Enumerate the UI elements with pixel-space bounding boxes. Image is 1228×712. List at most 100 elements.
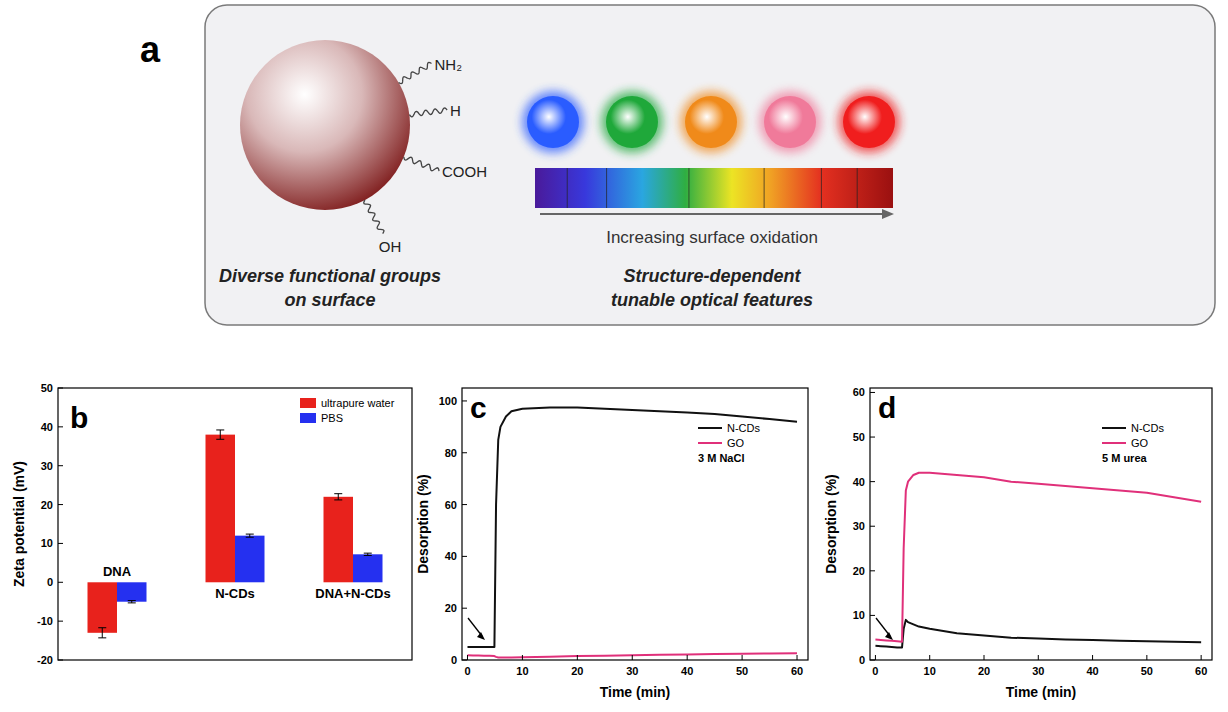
plot-frame <box>58 388 412 660</box>
y-tick <box>870 615 875 616</box>
legend-label: PBS <box>321 412 343 424</box>
y-tick-label: 30 <box>853 520 865 532</box>
legend-swatch <box>1102 442 1126 444</box>
legend-label: GO <box>727 437 745 449</box>
x-tick <box>467 655 468 660</box>
plot-frame <box>870 388 1212 660</box>
x-tick-label: 40 <box>681 665 693 677</box>
x-tick <box>632 655 633 660</box>
bar <box>235 536 265 583</box>
y-tick <box>870 526 875 527</box>
x-tick <box>687 655 688 660</box>
glow-dot <box>843 96 895 148</box>
y-tick-label: 30 <box>41 460 53 472</box>
panel-box <box>205 5 1215 325</box>
y-tick-label: 50 <box>853 431 865 443</box>
y-axis-title: Zeta potential (mV) <box>11 461 27 587</box>
bar <box>206 435 236 583</box>
error-bar <box>98 628 106 638</box>
x-tick-label: 20 <box>571 665 583 677</box>
x-tick-label: 50 <box>1141 665 1153 677</box>
group-label: H <box>450 102 461 119</box>
y-tick <box>870 481 875 482</box>
carbon-dot <box>240 40 410 210</box>
legend-label: N-CDs <box>1131 422 1164 434</box>
y-tick-label: 20 <box>445 602 457 614</box>
x-tick-label: 60 <box>1195 665 1207 677</box>
y-tick <box>58 543 63 544</box>
x-tick <box>797 655 798 660</box>
plot-area <box>875 473 1201 648</box>
y-tick <box>58 582 63 583</box>
glow-halo <box>759 91 821 153</box>
x-tick <box>1146 655 1147 660</box>
legend-swatch <box>698 442 722 444</box>
x-tick-label: 40 <box>1086 665 1098 677</box>
x-tick-label: 30 <box>1032 665 1044 677</box>
x-tick-label: 10 <box>516 665 528 677</box>
category-label: DNA <box>103 564 132 579</box>
x-tick-label: 0 <box>464 665 470 677</box>
y-tick <box>462 608 467 609</box>
x-tick <box>577 655 578 660</box>
y-tick-label: 40 <box>853 476 865 488</box>
spectrum-divider <box>821 168 822 208</box>
caption: on surface <box>284 290 375 310</box>
x-tick <box>742 655 743 660</box>
y-axis-title: Desorption (%) <box>823 474 839 574</box>
wavy-link <box>399 62 432 83</box>
x-tick-label: 60 <box>791 665 803 677</box>
y-tick <box>58 465 63 466</box>
y-tick-label: 0 <box>451 654 457 666</box>
spectrum-divider <box>857 168 858 208</box>
annotation: 5 M urea <box>1102 452 1148 464</box>
y-tick-label: 100 <box>439 395 457 407</box>
arrow-head <box>885 632 893 640</box>
y-tick-label: 20 <box>853 565 865 577</box>
wavy-link <box>364 200 384 234</box>
panel-letter: a <box>140 29 161 70</box>
legend-swatch <box>300 398 316 408</box>
y-tick <box>58 660 63 661</box>
glow-halo <box>680 91 742 153</box>
glow-dot <box>764 96 816 148</box>
error-bar <box>128 601 136 603</box>
x-tick <box>929 655 930 660</box>
spectrum-divider <box>688 168 689 208</box>
series-line <box>467 407 797 647</box>
y-tick <box>462 660 467 661</box>
panel-letter: d <box>878 391 896 424</box>
x-tick-label: 0 <box>872 665 878 677</box>
x-tick <box>522 655 523 660</box>
y-tick-label: 60 <box>445 499 457 511</box>
error-bar <box>334 494 342 500</box>
glow-halo <box>838 91 900 153</box>
bar <box>117 582 147 601</box>
y-tick-label: -20 <box>37 654 53 666</box>
y-tick-label: 20 <box>41 499 53 511</box>
legend-label: GO <box>1131 437 1149 449</box>
y-tick-label: 40 <box>445 550 457 562</box>
glow-halo <box>601 91 663 153</box>
y-tick <box>870 570 875 571</box>
figure: aNH₂HCOOHOHIncreasing surface oxidationD… <box>0 0 1228 712</box>
spectrum-divider <box>764 168 765 208</box>
panel-letter: b <box>70 401 88 434</box>
pointer-arrow <box>876 618 890 636</box>
y-tick <box>462 556 467 557</box>
bar <box>88 582 118 633</box>
plot-area <box>88 430 383 638</box>
y-tick <box>462 504 467 505</box>
y-tick-label: 10 <box>41 537 53 549</box>
legend-swatch <box>300 413 316 423</box>
series-line <box>875 620 1201 648</box>
bar <box>353 554 383 582</box>
scale-label: Increasing surface oxidation <box>606 228 818 247</box>
y-tick-label: 50 <box>41 382 53 394</box>
glow-dot <box>527 96 579 148</box>
x-tick <box>1092 655 1093 660</box>
x-tick-label: 50 <box>736 665 748 677</box>
caption: Diverse functional groups <box>219 266 441 286</box>
spectrum-divider <box>606 168 607 208</box>
plot-area <box>467 407 797 657</box>
